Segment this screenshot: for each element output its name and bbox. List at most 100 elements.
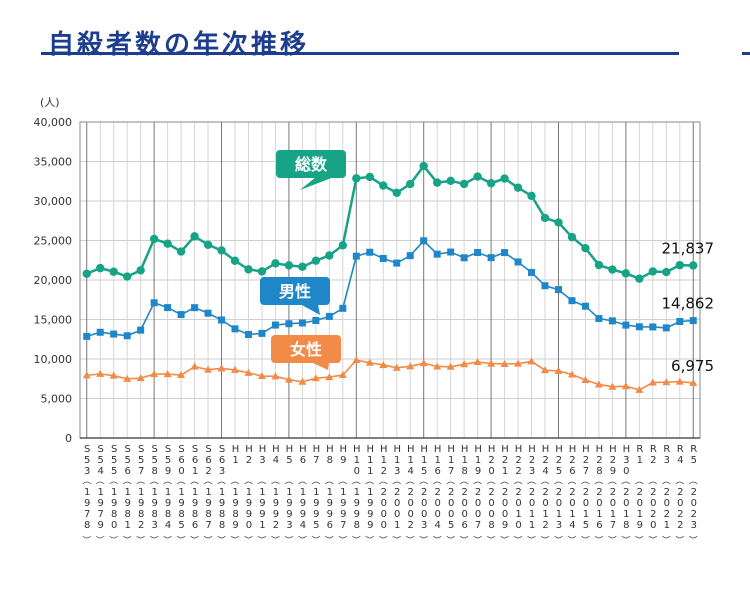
bracket-open: [365, 481, 375, 485]
bracket-close: [257, 535, 267, 539]
data-point: [110, 330, 118, 338]
data-point: [123, 374, 132, 382]
data-point: [541, 282, 549, 290]
series-callout-box: [271, 335, 341, 363]
x-tick-era: H24: [540, 444, 551, 477]
x-tick-era: S57: [135, 444, 147, 477]
data-point: [109, 267, 118, 276]
y-tick-label: 0: [65, 432, 72, 445]
x-tick-year: 1984: [162, 487, 174, 531]
y-tick-label: 5,000: [41, 393, 73, 406]
data-point: [365, 358, 374, 366]
data-point: [203, 240, 213, 249]
data-point: [392, 188, 401, 197]
x-tick-era: S54: [95, 444, 107, 477]
data-point: [662, 324, 670, 332]
x-tick-year: 1991: [256, 487, 268, 531]
bracket-open: [257, 481, 267, 485]
data-point: [298, 319, 306, 327]
x-tick-year: 1997: [337, 487, 349, 531]
x-tick-year: 1993: [283, 487, 295, 531]
x-tick-year: 1996: [324, 487, 336, 531]
bracket-close: [284, 535, 294, 539]
data-point: [500, 359, 509, 367]
bracket-open: [473, 481, 482, 485]
bracket-close: [217, 535, 226, 539]
x-tick-era: R5: [688, 444, 700, 466]
x-tick-year: 1988: [216, 487, 228, 531]
x-tick-era: H29: [607, 444, 619, 477]
data-point: [393, 259, 401, 267]
x-tick-year: 2019: [634, 487, 646, 531]
bracket-open: [311, 481, 321, 485]
data-point: [164, 304, 172, 312]
data-point: [190, 232, 199, 241]
data-point: [501, 249, 509, 257]
bracket-open: [284, 481, 294, 485]
data-point: [635, 274, 644, 283]
x-tick-year: 2003: [418, 487, 430, 531]
y-tick-label: 30,000: [34, 195, 73, 208]
end-value-label: 6,975: [671, 357, 714, 375]
data-point: [257, 372, 266, 380]
bracket-close: [486, 535, 496, 539]
series-line-1: [86, 239, 694, 338]
bracket-open: [635, 481, 644, 485]
bracket-open: [419, 481, 428, 485]
bracket-open: [662, 481, 671, 485]
bracket-close: [163, 535, 172, 539]
data-point: [689, 317, 697, 325]
x-tick-era: S59: [162, 444, 174, 477]
y-axis-unit: (人): [40, 96, 60, 109]
data-point: [635, 323, 643, 331]
bracket-open: [554, 481, 563, 485]
series-callout-label: 総数: [295, 155, 328, 174]
series-callout-label: 男性: [279, 282, 311, 301]
data-point: [177, 370, 186, 378]
series-callout-pointer: [300, 177, 334, 190]
x-tick-era: R3: [661, 444, 673, 466]
data-point: [648, 267, 658, 276]
x-tick-year: 2009: [499, 487, 511, 531]
bracket-close: [392, 535, 402, 539]
data-point: [339, 304, 347, 312]
data-point: [82, 269, 91, 278]
bracket-close: [109, 535, 118, 539]
bracket-open: [122, 481, 132, 485]
x-tick-year: 2005: [445, 487, 457, 531]
data-point: [689, 378, 698, 386]
data-point: [379, 361, 388, 369]
data-point: [325, 373, 334, 381]
data-point: [527, 357, 536, 365]
data-point: [554, 286, 562, 294]
bracket-open: [688, 481, 698, 485]
data-point: [352, 252, 360, 260]
bracket-close: [527, 535, 536, 539]
x-tick-era: H20: [486, 444, 498, 477]
x-tick-year: 1987: [203, 487, 215, 531]
x-tick-year: 1992: [270, 487, 282, 531]
data-point: [311, 374, 320, 382]
bracket-close: [419, 535, 428, 539]
x-tick-era: H15: [418, 444, 430, 477]
x-tick-era: H16: [432, 444, 444, 477]
x-tick-era: H27: [580, 444, 592, 477]
x-tick-year: 2017: [607, 487, 619, 531]
bracket-close: [608, 535, 617, 539]
data-point: [96, 369, 105, 377]
x-tick-year: 2014: [566, 487, 578, 531]
bracket-close: [648, 535, 658, 539]
data-point: [473, 358, 482, 366]
x-tick-era: S55: [108, 444, 120, 477]
data-point: [150, 370, 159, 378]
x-tick-era: H10: [351, 444, 363, 477]
bracket-open: [594, 481, 604, 485]
bracket-open: [95, 481, 105, 485]
x-tick-year: 1985: [176, 487, 188, 531]
x-tick-era: H22: [513, 444, 525, 477]
data-point: [567, 370, 576, 378]
bracket-open: [190, 481, 199, 485]
bracket-close: [688, 535, 698, 539]
bracket-open: [567, 481, 577, 485]
